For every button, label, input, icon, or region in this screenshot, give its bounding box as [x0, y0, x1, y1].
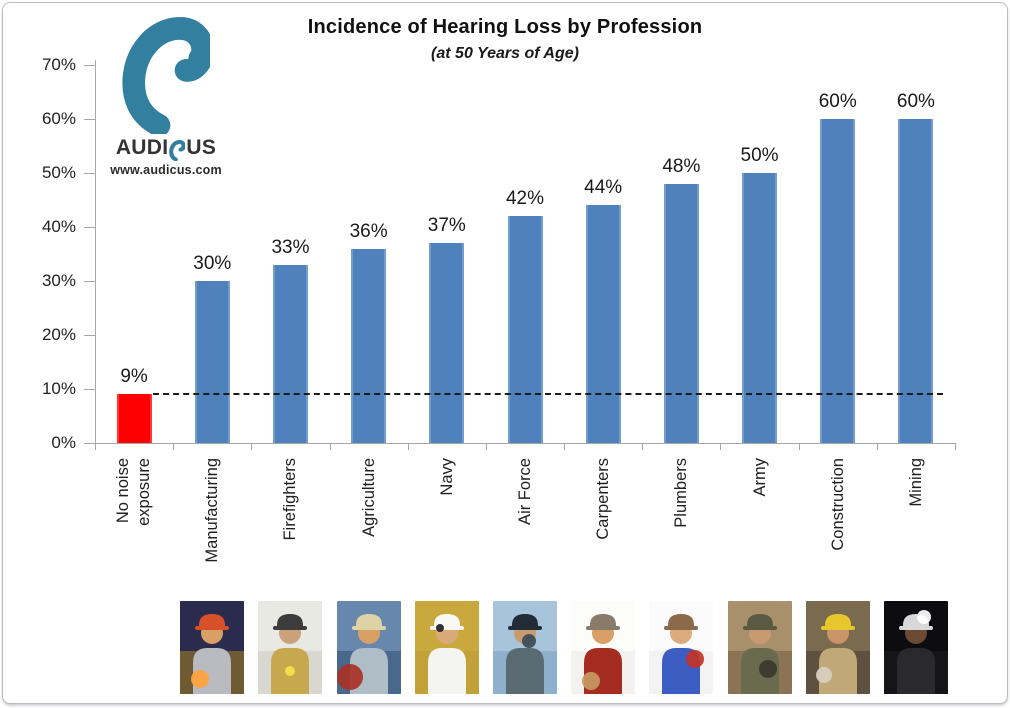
- category-label-army: Army: [750, 458, 769, 497]
- y-axis-line: [95, 60, 96, 443]
- y-tick-label: 0%: [51, 433, 76, 452]
- y-tick-mark: [84, 335, 95, 336]
- category-label-firefighters: Firefighters: [280, 458, 299, 541]
- photo-carpenter: [571, 601, 636, 694]
- photo-welder-manufacturing: [180, 601, 245, 694]
- category-label-manufacturing: Manufacturing: [202, 458, 221, 563]
- bar-carpenters: [585, 205, 621, 443]
- photo-construction-worker: [805, 601, 870, 694]
- category-label-carpenters: Carpenters: [593, 458, 612, 540]
- value-label: 60%: [896, 91, 935, 112]
- value-label: 48%: [662, 155, 701, 177]
- photo-plumber: [649, 601, 714, 694]
- value-label: 9%: [120, 366, 148, 388]
- value-label: 30%: [193, 253, 232, 274]
- photo-soldier: [727, 601, 792, 694]
- category-label-no-noise-exposure: No noise exposure: [114, 458, 154, 526]
- bar-navy: [429, 243, 465, 443]
- y-tick-mark: [84, 227, 95, 228]
- value-label: 36%: [349, 220, 388, 242]
- chart-subtitle: (at 50 Years of Age): [431, 45, 579, 62]
- x-axis-line: [95, 443, 955, 444]
- y-tick-mark: [84, 119, 95, 120]
- x-tick-mark: [485, 443, 487, 450]
- y-tick-mark: [84, 389, 95, 390]
- bar-mining: [898, 119, 934, 443]
- x-tick-mark: [642, 443, 644, 450]
- x-tick-mark: [173, 443, 175, 450]
- bar-firefighters: [272, 264, 308, 443]
- y-tick-mark: [84, 443, 95, 444]
- x-tick-mark: [798, 443, 800, 450]
- x-tick-mark: [251, 443, 253, 450]
- photo-firefighter: [258, 601, 323, 694]
- x-tick-mark: [329, 443, 331, 450]
- x-tick-mark: [95, 443, 96, 450]
- audicus-wordmark: AUDI US: [105, 136, 227, 161]
- photo-navy-officer: [414, 601, 479, 694]
- chart-title: Incidence of Hearing Loss by Profession: [307, 16, 703, 38]
- reference-line-9pct: [152, 393, 943, 396]
- x-tick-mark: [564, 443, 566, 450]
- y-tick-label: 50%: [41, 163, 76, 182]
- y-tick-label: 30%: [41, 271, 76, 290]
- audicus-c-swirl-icon: [169, 139, 186, 161]
- x-tick-mark: [720, 443, 722, 450]
- bar-plumbers: [663, 183, 699, 443]
- x-tick-mark: [407, 443, 409, 450]
- value-label: 60%: [818, 91, 857, 112]
- y-tick-label: 20%: [41, 325, 76, 344]
- audicus-website: www.audicus.com: [110, 163, 222, 177]
- y-tick-label: 60%: [41, 109, 76, 128]
- audicus-logo: AUDI US www.audicus.com: [105, 12, 227, 177]
- x-tick-mark: [876, 443, 878, 450]
- wordmark-suffix: US: [186, 136, 217, 159]
- bar-air-force: [507, 216, 543, 443]
- value-label: 33%: [271, 236, 310, 258]
- category-label-air-force: Air Force: [515, 458, 534, 525]
- category-label-plumbers: Plumbers: [671, 458, 690, 528]
- bar-army: [742, 173, 778, 443]
- y-tick-label: 40%: [41, 217, 76, 236]
- bar-no-noise-exposure: [116, 394, 152, 443]
- value-label: 37%: [427, 215, 466, 237]
- value-label: 50%: [740, 145, 779, 166]
- value-label: 44%: [584, 177, 623, 199]
- bar-agriculture: [351, 248, 387, 443]
- bar-construction: [820, 119, 856, 443]
- category-label-construction: Construction: [828, 458, 847, 551]
- bar-manufacturing: [194, 281, 230, 443]
- value-label: 42%: [505, 188, 545, 210]
- photo-farmer-tractor: [336, 601, 401, 694]
- audicus-ear-icon: [105, 12, 227, 134]
- category-label-agriculture: Agriculture: [359, 458, 378, 537]
- category-label-navy: Navy: [437, 458, 456, 496]
- y-tick-mark: [84, 281, 95, 282]
- photo-miner: [883, 601, 948, 694]
- photo-fighter-pilot: [493, 601, 557, 694]
- wordmark-prefix: AUDI: [115, 136, 169, 159]
- x-tick-mark: [955, 443, 956, 450]
- y-tick-label: 70%: [41, 55, 76, 74]
- y-tick-label: 10%: [41, 379, 76, 398]
- y-tick-mark: [84, 173, 95, 174]
- y-tick-mark: [84, 65, 95, 66]
- category-label-mining: Mining: [906, 458, 925, 507]
